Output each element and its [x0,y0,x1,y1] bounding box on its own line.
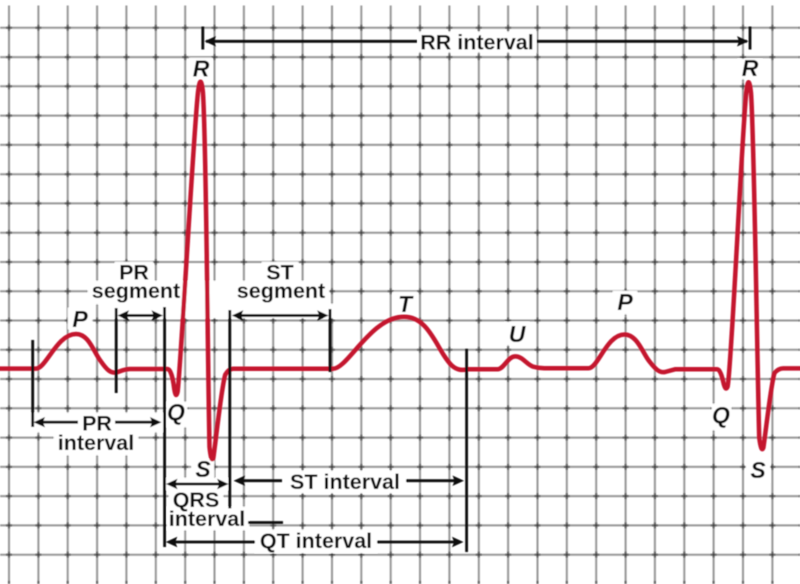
svg-text:R: R [742,55,759,81]
svg-text:P: P [617,289,633,315]
svg-text:ST: ST [266,261,293,285]
svg-text:U: U [509,321,527,347]
svg-text:P: P [72,306,88,332]
svg-text:ST interval: ST interval [290,470,400,494]
svg-text:QT interval: QT interval [260,529,372,553]
svg-text:Q: Q [712,402,730,428]
svg-text:S: S [195,456,211,482]
svg-text:R: R [193,56,210,82]
svg-text:interval: interval [58,431,134,455]
svg-text:interval: interval [169,507,245,531]
svg-text:T: T [398,291,414,317]
svg-text:QRS: QRS [173,488,220,512]
svg-text:PR: PR [82,412,112,436]
svg-text:RR interval: RR interval [420,31,534,55]
svg-text:Q: Q [167,399,185,425]
svg-text:PR: PR [119,261,149,285]
svg-text:segment: segment [237,279,325,303]
svg-text:segment: segment [92,279,180,303]
svg-text:S: S [750,457,766,483]
